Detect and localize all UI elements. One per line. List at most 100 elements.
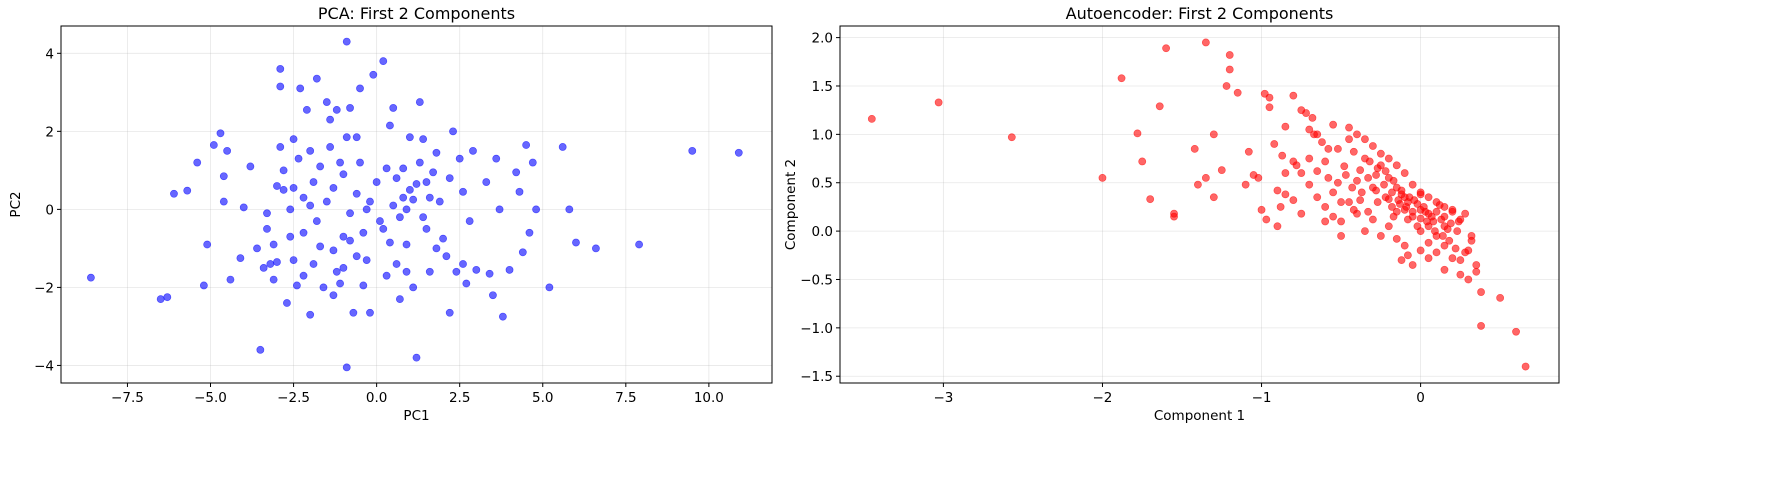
- autoencoder-data-point: [1388, 188, 1396, 197]
- autoencoder-data-point: [1361, 227, 1369, 236]
- autoencoder-data-point: [1289, 157, 1298, 166]
- autoencoder-data-point: [1454, 217, 1463, 226]
- autoencoder-data-point: [1461, 248, 1470, 257]
- autoencoder-data-point: [1281, 169, 1290, 177]
- pca-y-tick-label: 2: [45, 124, 54, 140]
- autoencoder-data-point: [1424, 238, 1433, 247]
- pca-data-point: [346, 209, 354, 218]
- pca-data-point: [359, 281, 368, 290]
- autoencoder-data-point: [1305, 125, 1314, 134]
- pca-data-point: [170, 189, 178, 198]
- pca-data-point: [193, 158, 202, 167]
- pca-x-tick-label: 2.5: [449, 390, 470, 406]
- pca-data-point: [485, 269, 494, 278]
- pca-data-point: [329, 291, 338, 300]
- pca-data-point: [405, 133, 414, 142]
- autoencoder-data-point: [1496, 293, 1505, 302]
- pca-data-point: [495, 205, 504, 214]
- pca-data-point: [366, 197, 374, 206]
- pca-data-point: [319, 283, 328, 292]
- pca-data-point: [183, 186, 192, 195]
- pca-data-point: [306, 146, 315, 155]
- autoencoder-data-point: [1456, 270, 1465, 279]
- autoencoder-data-point: [1133, 129, 1142, 138]
- autoencoder-data-point: [1364, 173, 1373, 182]
- autoencoder-y-tick-label: 1.0: [812, 127, 833, 143]
- autoencoder-data-point: [1273, 222, 1282, 231]
- pca-data-point: [332, 267, 341, 276]
- autoencoder-data-point: [1394, 196, 1403, 205]
- autoencoder-data-point: [1400, 241, 1409, 250]
- autoencoder-data-point: [1512, 327, 1520, 336]
- pca-data-point: [389, 104, 398, 112]
- pca-data-point: [199, 281, 208, 290]
- pca-data-point: [263, 224, 271, 233]
- autoencoder-x-tick-label: −3: [933, 390, 953, 406]
- autoencoder-data-point: [1345, 198, 1353, 206]
- autoencoder-data-point: [1416, 227, 1425, 236]
- autoencoder-data-point: [1456, 256, 1465, 265]
- pca-data-point: [299, 271, 308, 280]
- pca-data-point: [389, 201, 398, 210]
- pca-data-point: [432, 148, 441, 157]
- pca-data-point: [409, 195, 418, 204]
- pca-data-point: [412, 353, 421, 362]
- autoencoder-data-point: [1007, 133, 1016, 142]
- autoencoder-data-point: [1361, 135, 1369, 144]
- autoencoder-data-point: [1373, 198, 1382, 206]
- pca-data-point: [392, 174, 401, 183]
- pca-data-point: [209, 141, 218, 149]
- pca-data-point: [326, 115, 335, 124]
- pca-data-point: [336, 158, 344, 167]
- pca-data-point: [269, 240, 278, 249]
- pca-data-point: [734, 148, 743, 157]
- autoencoder-y-tick-label: 2.0: [812, 31, 833, 47]
- autoencoder-data-point: [1397, 256, 1406, 265]
- autoencoder-data-point: [1472, 267, 1481, 276]
- autoencoder-data-point: [1416, 246, 1425, 255]
- pca-data-point: [276, 143, 285, 151]
- pca-data-point: [425, 267, 434, 276]
- autoencoder-data-point: [1209, 193, 1218, 202]
- autoencoder-data-point: [1138, 157, 1147, 166]
- pca-data-point: [452, 267, 461, 276]
- pca-data-point: [356, 158, 364, 167]
- autoencoder-data-point: [1368, 215, 1377, 224]
- pca-data-point: [439, 234, 447, 243]
- pca-data-point: [415, 158, 424, 167]
- pca-data-point: [465, 217, 474, 225]
- pca-data-point: [422, 178, 431, 186]
- pca-data-point: [379, 224, 388, 233]
- pca-data-point: [522, 141, 531, 149]
- autoencoder-data-point: [1432, 198, 1441, 206]
- pca-data-point: [489, 291, 497, 300]
- autoencoder-data-point: [1438, 232, 1447, 240]
- autoencoder-data-point: [1384, 195, 1393, 204]
- pca-data-point: [236, 254, 245, 263]
- pca-data-point: [528, 158, 537, 167]
- pca-data-point: [565, 205, 574, 214]
- pca-data-point: [525, 228, 534, 237]
- autoencoder-data-point: [1410, 196, 1419, 205]
- pca-data-point: [359, 228, 368, 237]
- pca-data-point: [369, 70, 378, 79]
- autoencoder-x-tick-label: 0: [1416, 390, 1425, 406]
- autoencoder-data-point: [1368, 142, 1377, 150]
- pca-data-point: [635, 240, 644, 249]
- autoencoder-data-point: [1190, 144, 1199, 153]
- autoencoder-data-point: [1348, 183, 1357, 192]
- autoencoder-data-point: [1365, 157, 1374, 166]
- pca-data-point: [505, 265, 514, 274]
- pca-data-point: [352, 133, 361, 142]
- autoencoder-data-point: [1467, 236, 1476, 245]
- pca-data-point: [498, 312, 507, 321]
- pca-data-point: [273, 182, 281, 190]
- autoencoder-data-point: [1408, 207, 1417, 216]
- autoencoder-data-point: [1289, 91, 1298, 100]
- autoencoder-data-point: [1408, 180, 1417, 189]
- autoencoder-data-point: [1333, 144, 1342, 153]
- autoencoder-data-point: [1155, 102, 1164, 111]
- pca-data-point: [276, 82, 285, 91]
- pca-data-point: [372, 178, 381, 186]
- pca-data-point: [472, 265, 481, 274]
